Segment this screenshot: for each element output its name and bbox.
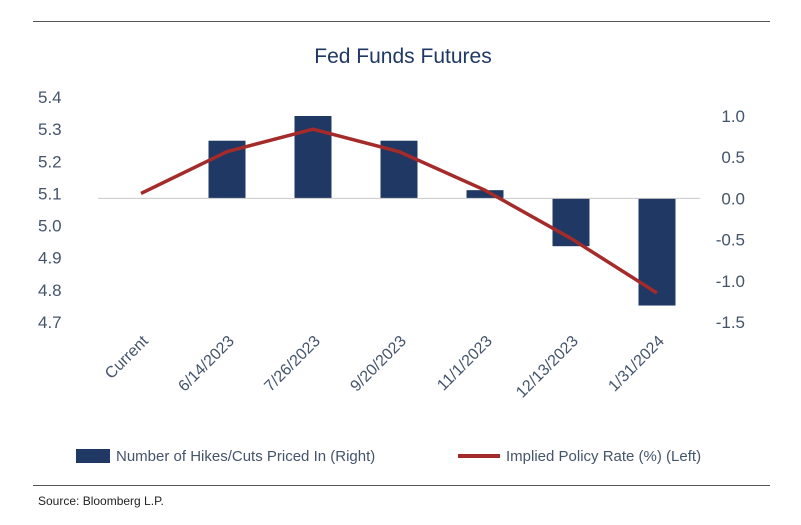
- chart: Fed Funds Futures 5.4 5.3 5.2 5.1 5.0 4.9 4.8 4…: [38, 45, 745, 465]
- left-tick-label: 4.8: [38, 281, 62, 300]
- category-label: 1/31/2024: [605, 333, 667, 395]
- left-axis: 5.4 5.3 5.2 5.1 5.0 4.9 4.8 4.7: [38, 88, 62, 332]
- left-tick-label: 4.9: [38, 249, 62, 268]
- legend-label-bars: Number of Hikes/Cuts Priced In (Right): [116, 448, 375, 465]
- category-axis: Current 6/14/2023 7/26/2023 9/20/2023 11/1/2…: [102, 332, 668, 401]
- right-axis: 1.0 0.5 0.0 -0.5 -1.0 -1.5: [716, 107, 745, 332]
- legend: Number of Hikes/Cuts Priced In (Right) I…: [76, 448, 701, 465]
- left-tick-label: 5.2: [38, 152, 62, 171]
- bottom-rule: [33, 485, 770, 486]
- right-tick-label: 1.0: [721, 107, 745, 126]
- right-tick-label: -1.0: [716, 272, 745, 291]
- left-tick-label: 4.7: [38, 313, 62, 332]
- category-label: 6/14/2023: [175, 333, 237, 395]
- right-tick-label: -1.5: [716, 313, 745, 332]
- left-tick-label: 5.1: [38, 184, 62, 203]
- category-label: 11/1/2023: [434, 333, 496, 395]
- left-tick-label: 5.0: [38, 217, 62, 236]
- right-tick-label: 0.5: [721, 148, 745, 167]
- right-tick-label: -0.5: [716, 231, 745, 250]
- category-label: 9/20/2023: [347, 333, 409, 395]
- category-label: 7/26/2023: [261, 333, 323, 395]
- policy-rate-line: [140, 127, 658, 295]
- line-series: [140, 127, 658, 295]
- bar: [638, 198, 676, 306]
- bar-series: [208, 116, 676, 306]
- top-rule: [33, 21, 770, 22]
- bar: [466, 190, 504, 199]
- source-note: Source: Bloomberg L.P.: [38, 494, 164, 508]
- legend-swatch-bars: [76, 449, 110, 463]
- left-tick-label: 5.4: [38, 88, 62, 107]
- category-label: 12/13/2023: [513, 333, 582, 402]
- legend-label-line: Implied Policy Rate (%) (Left): [506, 448, 701, 465]
- right-tick-label: 0.0: [721, 189, 745, 208]
- left-tick-label: 5.3: [38, 120, 62, 139]
- category-label: Current: [102, 332, 152, 382]
- chart-title: Fed Funds Futures: [314, 45, 491, 68]
